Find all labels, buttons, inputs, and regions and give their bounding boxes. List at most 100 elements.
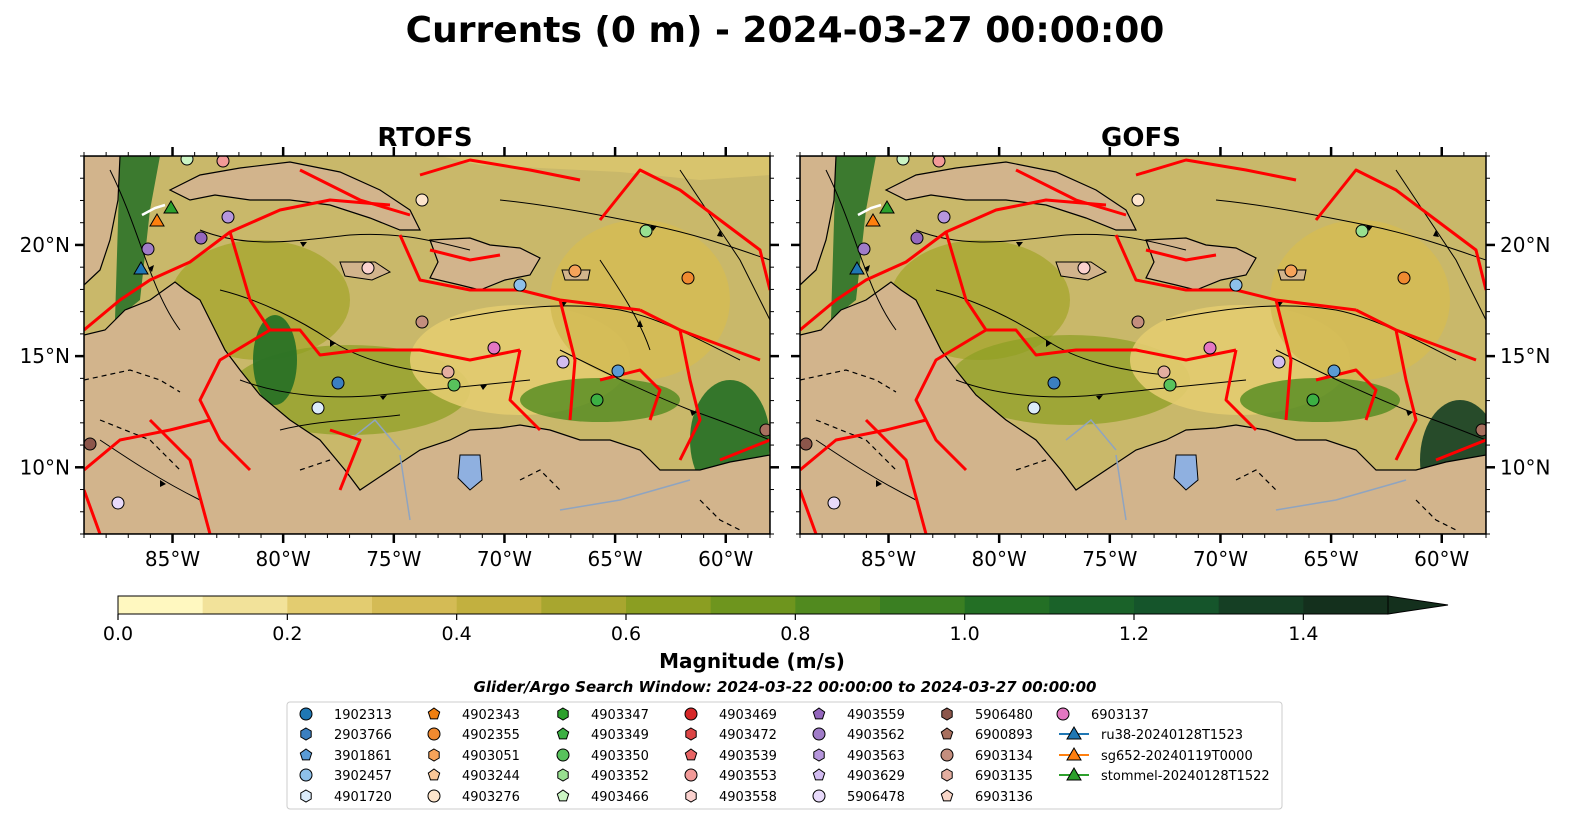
legend-marker-pentagon <box>940 727 954 740</box>
colorbar-tick-label: 0.8 <box>780 623 810 645</box>
legend-marker-circle <box>299 707 313 721</box>
lat-tick-label: 20°N <box>1500 233 1550 257</box>
legend-label: 4903352 <box>591 769 649 784</box>
stream-arrows <box>148 225 723 487</box>
legend-label: 3902457 <box>334 769 392 784</box>
colorbar-tick-label: 0.6 <box>611 623 641 645</box>
legend-label: 4903558 <box>719 790 777 805</box>
colorbar-segment <box>626 596 712 614</box>
legend-label: 2903766 <box>334 728 392 743</box>
cuba-land <box>168 161 421 231</box>
legend-marker-hexagon <box>300 727 312 741</box>
legend-marker-pentagon <box>299 748 313 761</box>
legend-label: 4903539 <box>719 749 777 764</box>
map-panel-gofs <box>800 156 1486 534</box>
legend-label: 3901861 <box>334 749 392 764</box>
current-patch <box>1240 378 1400 422</box>
panel-title-rtofs: RTOFS <box>377 123 472 153</box>
legend-label: ru38-20240128T1523 <box>1101 728 1243 743</box>
lake-maracaibo <box>457 454 483 491</box>
lake-maracaibo <box>1173 454 1199 491</box>
legend-label: 4903629 <box>847 769 905 784</box>
colorbar-segment <box>795 596 881 614</box>
legend-marker-circle <box>1056 707 1070 721</box>
current-patch <box>1270 220 1450 380</box>
legend-box <box>286 701 1283 810</box>
legend-label: 1902313 <box>334 708 392 723</box>
legend-marker-pentagon <box>556 789 570 802</box>
yucatan-land <box>84 156 121 286</box>
legend-marker-triangle <box>1066 767 1082 781</box>
legend-label: 4903563 <box>847 749 905 764</box>
hispaniola-land <box>1145 237 1257 291</box>
lat-tick-label: 15°N <box>20 344 70 368</box>
legend-label: stommel-20240128T1522 <box>1101 769 1270 784</box>
current-patch <box>550 220 730 380</box>
lat-tick-label: 10°N <box>1500 455 1550 479</box>
colorbar-segment <box>287 596 373 614</box>
legend-label: 4903559 <box>847 708 905 723</box>
colorbar-extend-arrow <box>1387 595 1449 615</box>
legend-marker-circle <box>427 789 441 803</box>
colorbar-tick-label: 0.2 <box>272 623 302 645</box>
colorbar-segment <box>202 596 288 614</box>
legend-label: 4903562 <box>847 728 905 743</box>
lat-tick-label: 15°N <box>1500 344 1550 368</box>
legend-label: 6903136 <box>975 790 1033 805</box>
stream-arrows <box>864 225 1439 487</box>
lon-tick-label: 70°W <box>1193 547 1248 571</box>
legend-marker-triangle <box>1066 726 1082 740</box>
legend-marker-circle <box>812 789 826 803</box>
map-frame-gofs <box>799 155 1487 535</box>
legend: 1902313 2903766 3901861 3902457 4901720 49023… <box>299 707 1270 805</box>
cuba-land <box>884 161 1137 231</box>
legend-label: 5906480 <box>975 708 1033 723</box>
current-patch <box>950 335 1190 425</box>
lon-tick-label: 65°W <box>1303 547 1358 571</box>
figure-title: Currents (0 m) - 2024-03-27 00:00:00 <box>406 10 1165 51</box>
legend-marker-hexagon <box>685 789 697 803</box>
legend-label: 6903135 <box>975 769 1033 784</box>
lon-tick-label: 65°W <box>587 547 642 571</box>
legend-marker-hexagon <box>813 748 825 762</box>
lat-tick-label: 10°N <box>20 455 70 479</box>
colorbar: 0.0 0.2 0.4 0.6 0.8 1.0 1.2 1.4 <box>103 595 1449 645</box>
legend-marker-pentagon <box>812 707 826 720</box>
legend-label: 4903347 <box>591 708 649 723</box>
river-lines <box>349 418 691 521</box>
colorbar-tick-label: 1.4 <box>1288 623 1318 645</box>
legend-marker-pentagon <box>427 768 441 781</box>
eez-boundaries <box>84 158 770 534</box>
legend-label: 4903472 <box>719 728 777 743</box>
colorbar-tick-label: 1.0 <box>950 623 980 645</box>
colorbar-outline <box>117 595 1389 615</box>
colorbar-tick-label: 0.0 <box>103 623 133 645</box>
legend-label: 4903350 <box>591 749 649 764</box>
legend-label: 6900893 <box>975 728 1033 743</box>
lon-tick-label: 80°W <box>256 547 311 571</box>
legend-label: 4901720 <box>334 790 392 805</box>
legend-marker-circle <box>684 768 698 782</box>
atlantic-region <box>440 156 770 180</box>
colorbar-segment <box>118 596 204 614</box>
legend-label: 4903553 <box>719 769 777 784</box>
legend-label: 4903466 <box>591 790 649 805</box>
colorbar-tick-label: 0.4 <box>442 623 472 645</box>
colorbar-segment <box>456 596 542 614</box>
central-south-america-land <box>84 281 770 534</box>
legend-label: 5906478 <box>847 790 905 805</box>
panel-title-gofs: GOFS <box>1101 123 1181 153</box>
axis-ticks: 85°W 80°W 75°W 70°W 65°W 60°W 10°N 15°N 20°N 85°W… <box>20 147 1550 571</box>
colorbar-segment <box>372 596 458 614</box>
lon-tick-label: 60°W <box>1414 547 1469 571</box>
glider-track <box>141 203 166 217</box>
lon-tick-label: 75°W <box>1082 547 1137 571</box>
colorbar-segment <box>1218 596 1304 614</box>
legend-marker-hexagon <box>300 789 312 803</box>
float-markers <box>800 156 1486 510</box>
lon-tick-label: 70°W <box>477 547 532 571</box>
search-window-subtitle: Glider/Argo Search Window: 2024-03-22 00… <box>474 678 1097 696</box>
colorbar-label: Magnitude (m/s) <box>659 649 845 673</box>
hispaniola-land <box>429 237 541 291</box>
legend-marker-pentagon <box>812 768 826 781</box>
